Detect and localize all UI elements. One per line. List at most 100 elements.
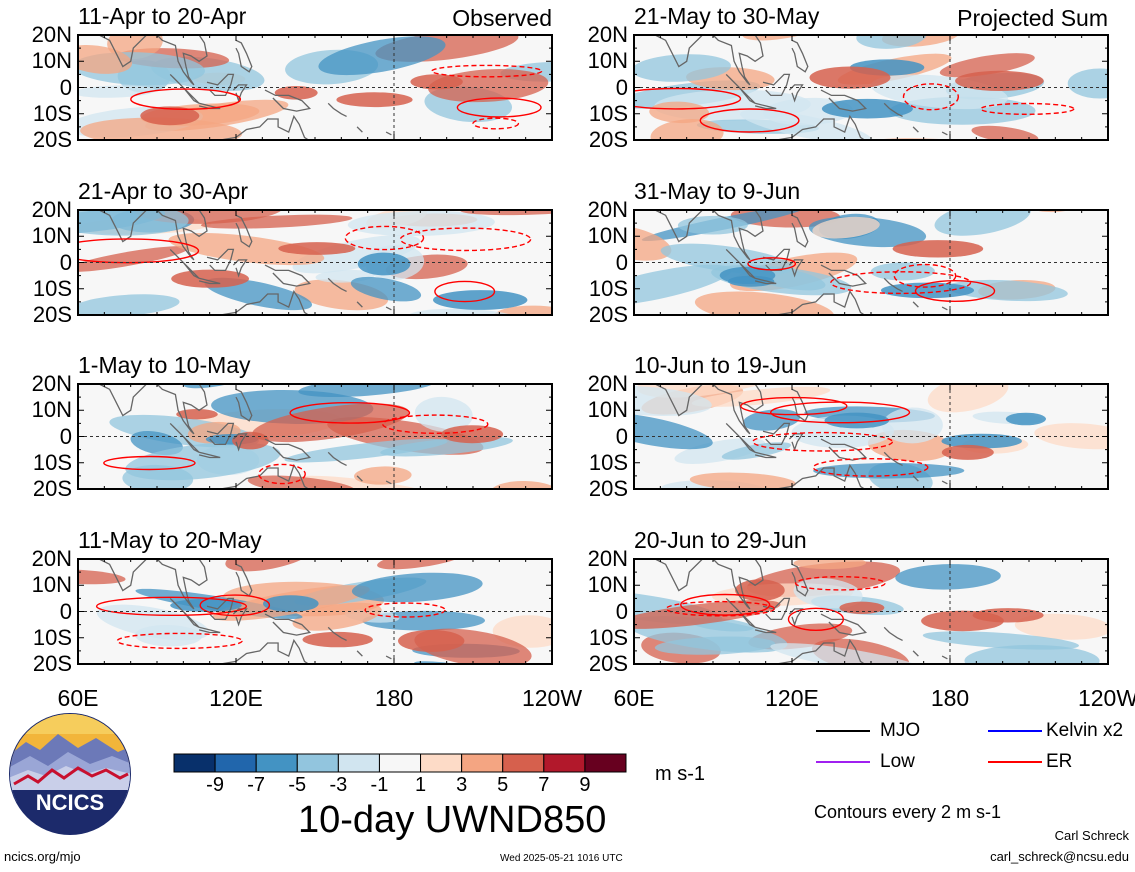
colorbar-swatch — [502, 753, 545, 773]
coastline — [356, 126, 363, 133]
panel-title: 10-Jun to 19-Jun — [634, 352, 807, 378]
coastline — [206, 597, 235, 621]
coastline — [754, 451, 777, 459]
er-contour — [289, 402, 411, 424]
er-contour — [116, 632, 243, 650]
coastline — [385, 306, 392, 311]
y-tick-label: 0 — [59, 423, 72, 449]
coastline — [385, 480, 392, 485]
coastline — [941, 655, 948, 660]
wind-anomaly-blob — [298, 383, 436, 398]
y-tick-label: 20N — [587, 371, 628, 396]
y-tick-label: 0 — [615, 74, 628, 100]
footer-timestamp: Wed 2025-05-21 1016 UTC — [500, 853, 623, 864]
coastline — [232, 608, 248, 627]
coastline — [820, 264, 868, 287]
wind-anomaly-blob — [770, 643, 927, 665]
colorbar-tick-label: -5 — [288, 774, 307, 796]
colorbar-tick-label: 1 — [414, 774, 427, 796]
map-panel — [633, 209, 1109, 316]
wind-anomaly-blob — [947, 279, 1068, 302]
er-contour — [364, 602, 446, 618]
y-tick-label: 20S — [588, 651, 628, 676]
wind-anomaly-blob — [633, 224, 672, 261]
wind-anomaly-core — [809, 66, 891, 89]
coastline — [156, 558, 208, 610]
coastline — [754, 626, 777, 634]
colorbar-swatch — [461, 753, 504, 773]
coastline — [156, 383, 208, 435]
wind-anomaly-blob — [633, 385, 712, 416]
wind-anomaly-blob — [292, 234, 421, 274]
colorbar-tick-label: -3 — [329, 774, 348, 796]
map-panel — [633, 34, 1109, 141]
panel-title: 1-May to 10-May — [78, 352, 251, 378]
x-tick-label: 120E — [209, 685, 263, 711]
wind-anomaly-blob — [633, 264, 732, 307]
y-tick-label: 10N — [31, 48, 72, 74]
coastline — [791, 563, 809, 597]
y-tick-label: 10N — [587, 48, 628, 74]
y-tick-label: 10N — [587, 223, 628, 249]
coastline — [712, 34, 764, 86]
wind-anomaly-blob — [347, 210, 495, 237]
y-tick-label: 10S — [588, 624, 628, 650]
coastline — [654, 558, 703, 592]
y-tick-label: 20S — [32, 651, 72, 676]
y-tick-label: 20N — [31, 22, 72, 47]
er-contour — [665, 600, 776, 617]
y-tick-label: 10S — [32, 449, 72, 475]
y-tick-label: 20N — [587, 22, 628, 47]
wind-anomaly-blob — [636, 383, 798, 398]
coastline — [883, 102, 903, 117]
y-tick-label: 20S — [588, 302, 628, 327]
colorbar-tick-label: -9 — [206, 774, 224, 796]
coastline — [725, 597, 756, 628]
coastline — [264, 613, 312, 636]
panel-label: Observed — [452, 5, 552, 31]
map-panel — [633, 383, 1109, 490]
coastline — [264, 264, 312, 287]
y-tick-label: 0 — [59, 598, 72, 624]
er-contour — [794, 575, 886, 591]
er-contour — [680, 593, 771, 616]
wind-anomaly-blob — [694, 291, 835, 316]
coastline — [912, 475, 919, 482]
coastline — [356, 475, 363, 482]
coastline — [232, 259, 248, 278]
colorbar-tick-label: 9 — [579, 774, 591, 796]
y-tick-label: 0 — [615, 249, 628, 275]
wind-anomaly-blob — [939, 53, 1035, 78]
footer-email: carl_schreck@ncsu.edu — [990, 849, 1129, 864]
er-contour — [382, 414, 489, 435]
wind-anomaly-core — [410, 74, 463, 90]
coastline — [725, 73, 756, 104]
wind-anomaly-core — [955, 70, 1044, 91]
y-tick-label: 10N — [31, 223, 72, 249]
coastline — [912, 650, 919, 657]
er-contour — [431, 64, 543, 78]
y-tick-label: 20S — [32, 476, 72, 501]
wind-anomaly-blob — [633, 600, 781, 629]
footer-author: Carl Schreck — [1054, 828, 1129, 843]
coastline — [327, 626, 347, 641]
wind-anomaly-core — [274, 86, 318, 100]
wind-anomaly-blob — [350, 276, 422, 302]
y-tick-label: 0 — [615, 423, 628, 449]
coastline — [232, 84, 248, 103]
x-tick-label: 180 — [374, 685, 414, 711]
colorbar-swatch — [255, 753, 298, 773]
coastline — [206, 248, 235, 272]
panel-title: 11-May to 20-May — [78, 527, 262, 553]
wind-anomaly-core — [824, 412, 890, 429]
coastline — [198, 277, 221, 285]
coastline — [941, 480, 948, 485]
wind-anomaly-core — [357, 252, 411, 276]
er-contour — [747, 257, 797, 271]
colorbar-swatch — [378, 753, 422, 773]
wind-anomaly-blob — [1067, 68, 1109, 99]
x-tick-label: 120W — [521, 685, 583, 711]
wind-anomaly-blob — [882, 407, 943, 444]
wind-anomaly-blob — [633, 412, 713, 450]
coastline — [725, 422, 756, 453]
